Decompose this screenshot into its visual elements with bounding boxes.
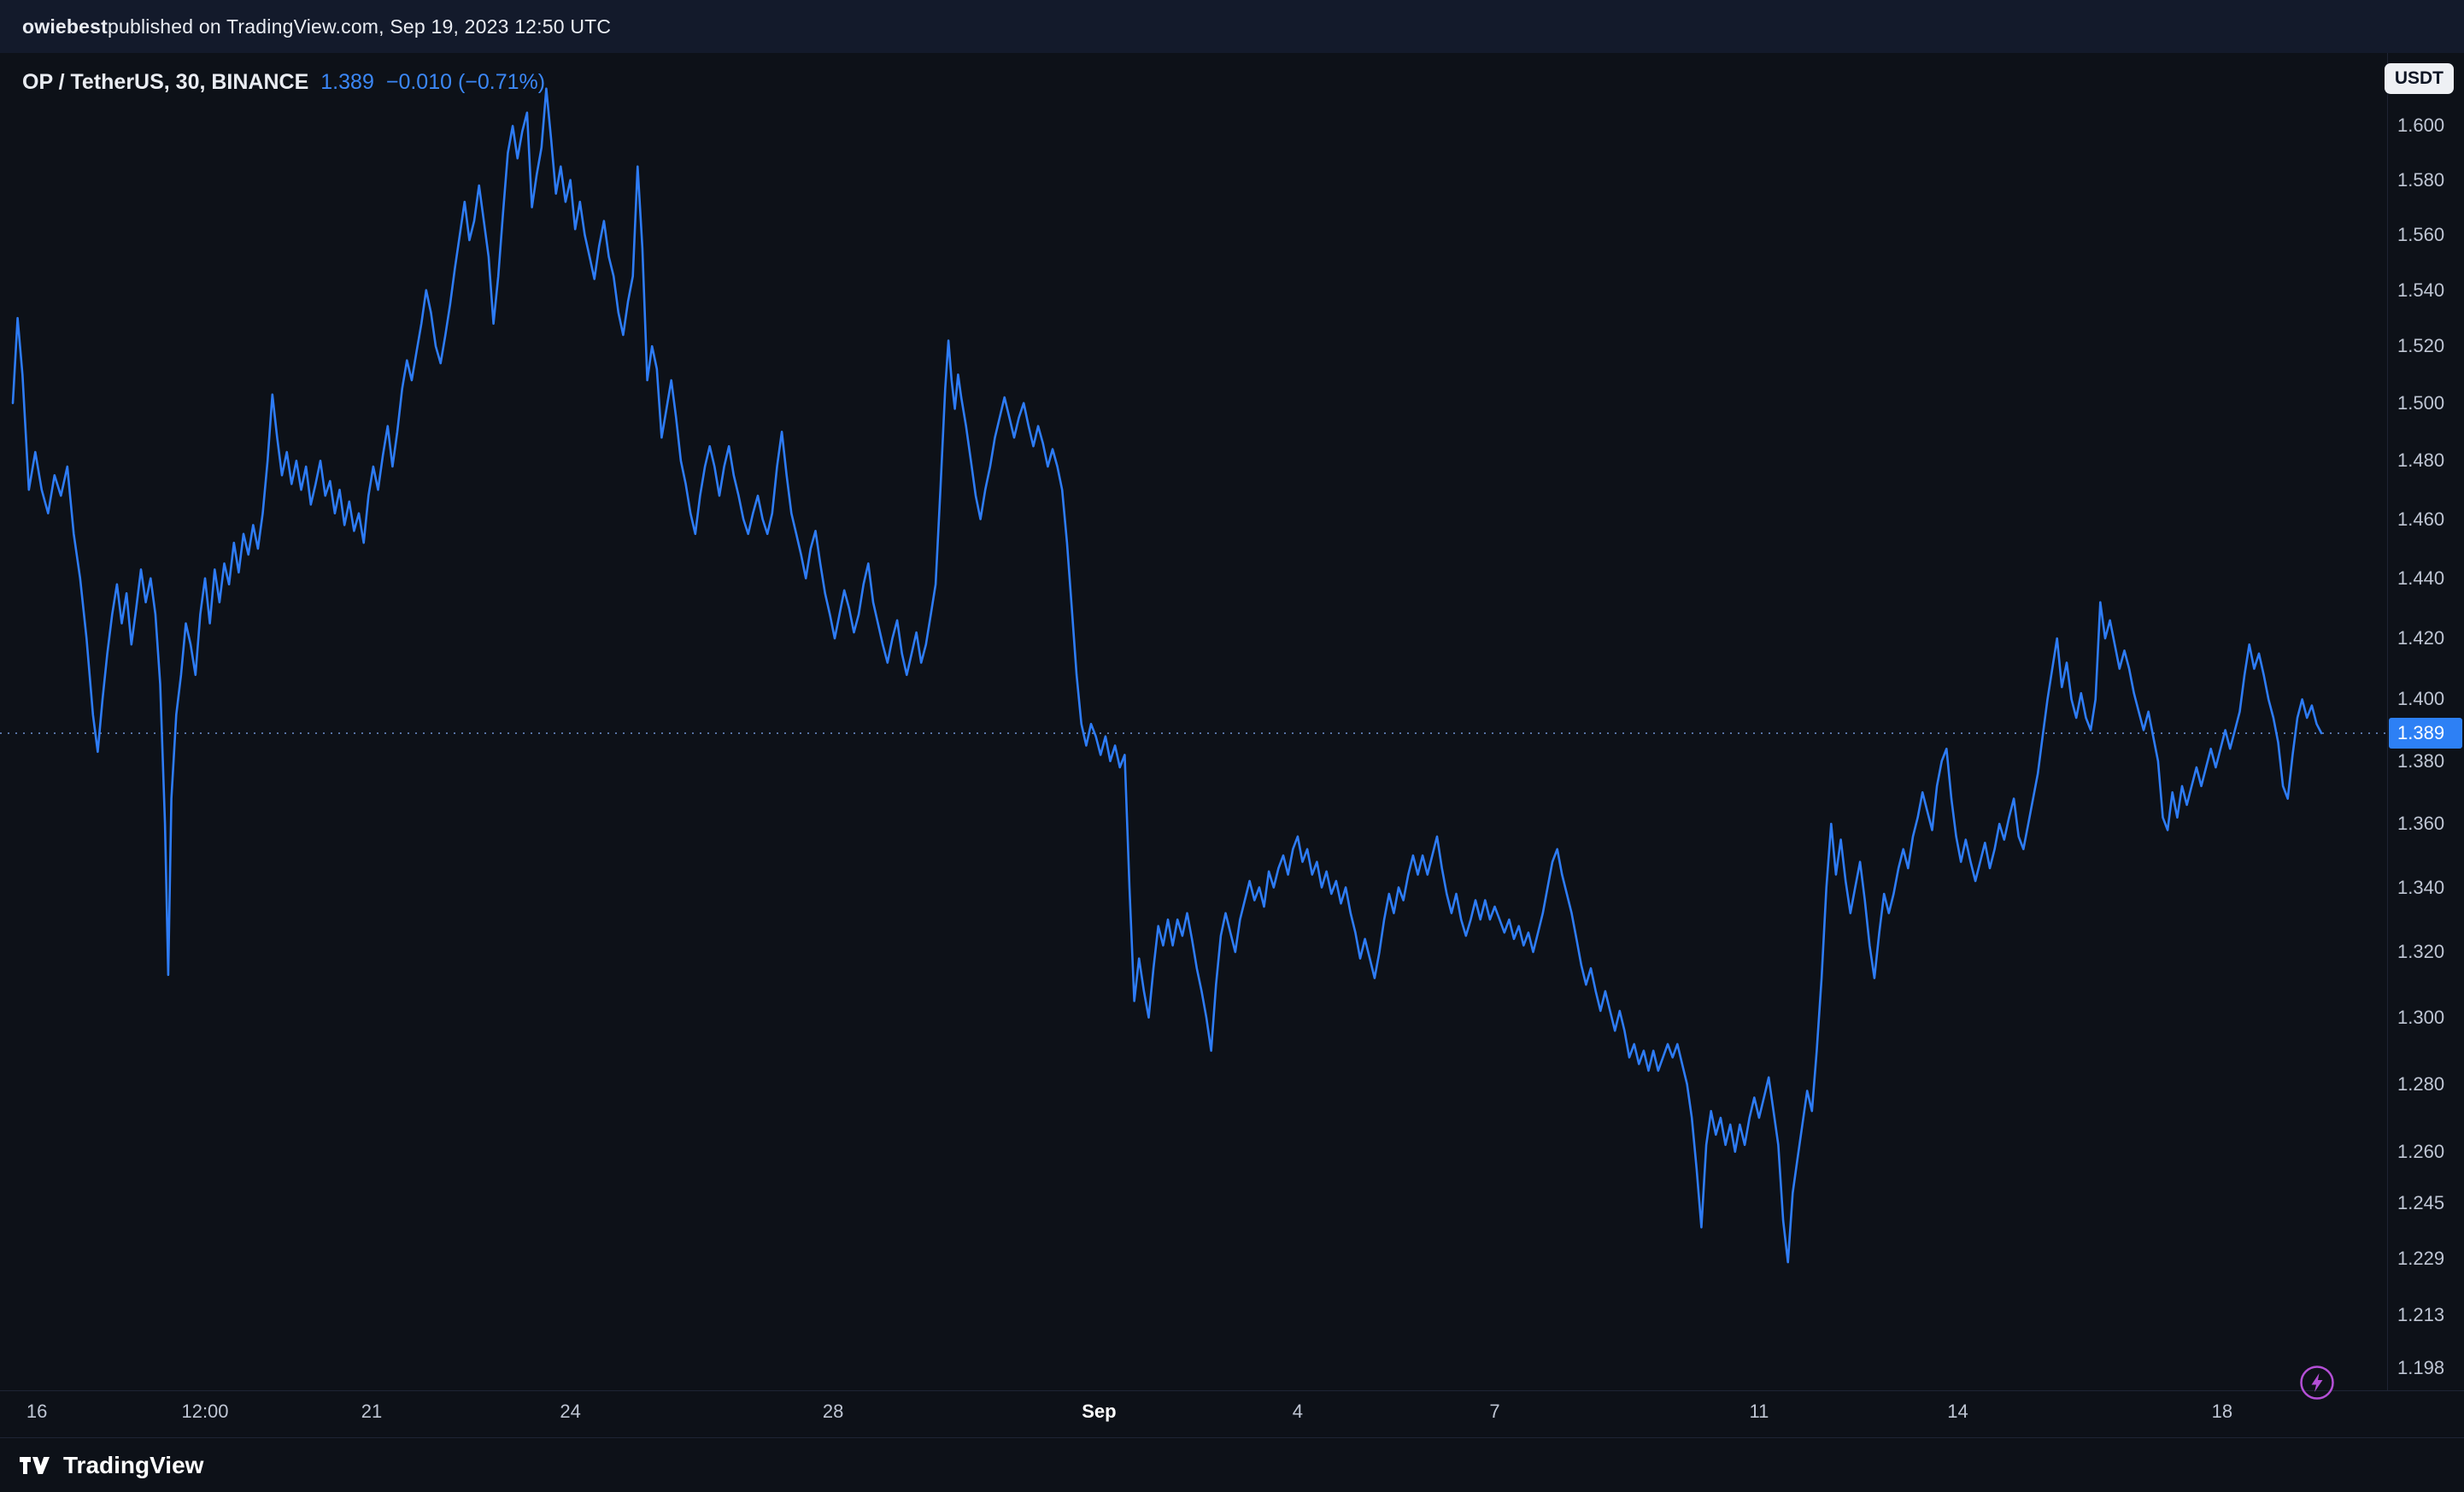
price-tick-label: 1.440 bbox=[2397, 567, 2445, 589]
price-tick-label: 1.560 bbox=[2397, 223, 2445, 245]
price-tick-label: 1.500 bbox=[2397, 391, 2445, 414]
author-name: owiebest bbox=[22, 15, 109, 38]
price-tick-label: 1.340 bbox=[2397, 876, 2445, 898]
boost-flash-button[interactable] bbox=[2298, 1364, 2336, 1401]
price-axis[interactable]: 1.600 1.580 1.560 1.540 1.520 1.500 1.480 1.460… bbox=[2387, 53, 2464, 1390]
symbol-title: OP / TetherUS, 30, BINANCE bbox=[22, 70, 309, 94]
time-tick-label: Sep bbox=[1082, 1401, 1117, 1422]
price-tick-label: 1.300 bbox=[2397, 1006, 2445, 1028]
price-tick-label: 1.360 bbox=[2397, 813, 2445, 835]
price-change-text: −0.010 (−0.71%) bbox=[385, 70, 546, 94]
price-tick-label: 1.460 bbox=[2397, 508, 2445, 530]
footer-bar: TradingView bbox=[0, 1437, 2464, 1492]
price-tick-label: 1.600 bbox=[2397, 115, 2445, 137]
price-tick-label: 1.280 bbox=[2397, 1072, 2445, 1095]
price-tick-label: 1.580 bbox=[2397, 168, 2445, 191]
price-tick-label: 1.245 bbox=[2397, 1192, 2445, 1213]
chart-legend[interactable]: OP / TetherUS, 30, BINANCE 1.389 −0.010 … bbox=[22, 70, 545, 95]
lightning-icon bbox=[2300, 1366, 2334, 1400]
price-tick-label: 1.400 bbox=[2397, 688, 2445, 710]
price-tick-label: 1.520 bbox=[2397, 335, 2445, 357]
price-tick-label: 1.380 bbox=[2397, 749, 2445, 772]
time-tick-label: 18 bbox=[2211, 1401, 2233, 1422]
price-line bbox=[11, 87, 2323, 1264]
time-tick-label: 28 bbox=[822, 1401, 844, 1422]
tradingview-brand[interactable]: TradingView bbox=[63, 1451, 204, 1478]
time-tick-label: 16 bbox=[26, 1401, 48, 1422]
price-tick-label: 1.420 bbox=[2397, 627, 2445, 649]
time-axis[interactable]: 16 12:00 21 24 28 Sep 4 7 11 14 18 bbox=[0, 1390, 2387, 1437]
chart-panel[interactable]: OP / TetherUS, 30, BINANCE 1.389 −0.010 … bbox=[0, 53, 2464, 1437]
time-tick-label: 7 bbox=[1489, 1401, 1500, 1422]
time-tick-label: 12:00 bbox=[181, 1401, 229, 1422]
currency-toggle-button[interactable]: USDT bbox=[2384, 63, 2454, 94]
time-tick-label: 11 bbox=[1749, 1401, 1769, 1422]
attribution-bar: owiebest published on TradingView.com, S… bbox=[0, 0, 2464, 53]
time-tick-label: 24 bbox=[560, 1401, 581, 1422]
last-price-text: 1.389 bbox=[320, 70, 374, 94]
last-price-value: 1.389 bbox=[2397, 722, 2445, 743]
price-tick-label: 1.229 bbox=[2397, 1248, 2445, 1269]
tradingview-logo-icon[interactable] bbox=[19, 1454, 53, 1477]
price-tick-label: 1.213 bbox=[2397, 1303, 2445, 1325]
time-tick-label: 21 bbox=[361, 1401, 383, 1422]
price-tick-label: 1.320 bbox=[2397, 941, 2445, 963]
last-price-label: 1.389 bbox=[2389, 718, 2462, 749]
time-tick-label: 14 bbox=[1947, 1401, 1968, 1422]
price-tick-label: 1.198 bbox=[2397, 1357, 2445, 1379]
price-tick-label: 1.540 bbox=[2397, 279, 2445, 301]
chart-canvas[interactable] bbox=[0, 53, 2464, 1437]
time-tick-label: 4 bbox=[1292, 1401, 1304, 1422]
price-tick-label: 1.260 bbox=[2397, 1140, 2445, 1162]
price-tick-label: 1.480 bbox=[2397, 449, 2445, 472]
attribution-text: published on TradingView.com, Sep 19, 20… bbox=[108, 15, 612, 38]
